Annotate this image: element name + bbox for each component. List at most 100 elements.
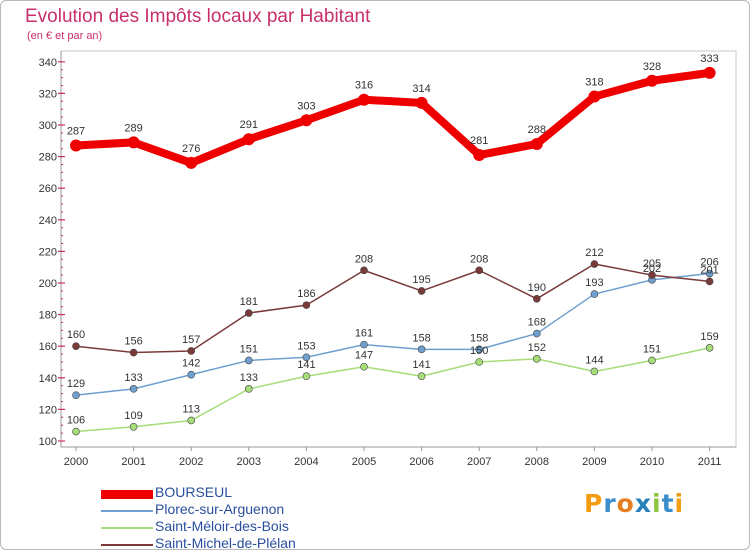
legend-swatch-plorec xyxy=(101,510,153,512)
value-labels: 287 289 276 291 303 316 314 281 288 318 328 333 129 1… xyxy=(67,53,719,427)
data-point-bourseul xyxy=(300,114,313,127)
data-point-plorec xyxy=(475,345,484,354)
y-tick-label: 320 xyxy=(39,88,57,100)
y-tick-label: 180 xyxy=(39,310,57,322)
data-point-saint-meloir xyxy=(417,372,426,381)
data-point-saint-michel xyxy=(245,309,253,317)
logo-letter: t xyxy=(661,489,675,518)
data-point-saint-meloir xyxy=(360,362,368,371)
chart-subtitle: (en € et par an) xyxy=(27,30,103,42)
data-point-plorec xyxy=(72,391,80,399)
series-points xyxy=(70,66,716,436)
logo-letter: P xyxy=(584,489,604,518)
value-label-saint-michel: 212 xyxy=(585,247,603,259)
legend-swatch-saint-michel xyxy=(101,544,153,546)
x-tick-label: 2006 xyxy=(409,456,433,468)
value-label-saint-meloir: 141 xyxy=(297,359,315,371)
value-label-saint-michel: 190 xyxy=(528,282,546,294)
logo-letter: i xyxy=(674,489,685,518)
value-label-saint-michel: 157 xyxy=(182,334,200,346)
data-point-plorec xyxy=(129,385,138,393)
x-tick-label: 2007 xyxy=(467,456,491,468)
logo-letter: i xyxy=(652,489,662,518)
data-point-saint-michel xyxy=(360,266,368,275)
value-label-bourseul: 303 xyxy=(297,100,315,112)
data-point-plorec xyxy=(302,353,311,362)
value-label-bourseul: 328 xyxy=(643,61,661,73)
data-point-saint-meloir xyxy=(532,355,541,363)
value-label-bourseul: 316 xyxy=(355,80,373,92)
value-label-bourseul: 287 xyxy=(67,126,85,138)
value-label-saint-meloir: 144 xyxy=(585,354,603,366)
value-label-saint-michel: 208 xyxy=(470,253,488,265)
data-point-plorec xyxy=(532,329,541,338)
data-point-saint-meloir xyxy=(129,422,138,431)
data-point-saint-meloir xyxy=(187,416,195,425)
x-tick-label: 2001 xyxy=(121,456,145,468)
y-tick-label: 140 xyxy=(39,373,57,385)
chart-axes: 100 120 140 160 180 200 220 240 260 280 300 320 340 2… xyxy=(39,50,737,468)
value-label-plorec: 161 xyxy=(355,328,373,340)
value-label-saint-meloir: 159 xyxy=(700,331,718,343)
data-point-bourseul xyxy=(415,96,428,109)
value-label-saint-meloir: 113 xyxy=(182,403,200,415)
data-point-saint-michel xyxy=(532,294,541,303)
data-point-bourseul xyxy=(588,90,601,103)
x-tick-label: 2008 xyxy=(525,456,549,468)
value-label-saint-meloir: 109 xyxy=(124,410,142,422)
series-line-saint-meloir xyxy=(75,347,711,433)
value-label-bourseul: 289 xyxy=(124,122,142,134)
value-label-saint-michel: 156 xyxy=(124,336,142,348)
data-point-saint-meloir xyxy=(302,372,311,381)
data-point-bourseul xyxy=(358,93,370,106)
y-tick-label: 240 xyxy=(39,215,57,227)
value-label-plorec: 158 xyxy=(470,332,488,344)
value-label-saint-meloir: 152 xyxy=(528,342,546,354)
value-label-saint-michel: 205 xyxy=(643,258,661,270)
chart-title: Evolution des Impôts locaux par Habitant xyxy=(25,6,371,27)
legend-item-plorec: Plorec-sur-Arguenon xyxy=(101,501,401,519)
value-label-saint-michel: 195 xyxy=(412,274,430,286)
legend-label-bourseul: BOURSEUL xyxy=(155,484,233,500)
x-tick-label: 2010 xyxy=(640,456,664,468)
data-point-plorec xyxy=(705,269,714,278)
data-point-saint-michel xyxy=(475,266,484,275)
x-tick-label: 2009 xyxy=(582,456,606,468)
legend-swatch-saint-meloir xyxy=(101,527,153,529)
value-label-bourseul: 276 xyxy=(182,143,200,155)
x-tick-label: 2003 xyxy=(237,456,261,468)
data-point-bourseul xyxy=(646,74,658,87)
x-tick-label: 2000 xyxy=(64,456,88,468)
legend-item-bourseul: BOURSEUL xyxy=(101,484,401,502)
data-point-saint-meloir xyxy=(705,343,714,352)
value-label-plorec: 193 xyxy=(585,277,603,289)
logo-letter: o xyxy=(616,489,635,518)
data-point-plorec xyxy=(187,370,195,379)
value-label-saint-michel: 186 xyxy=(297,288,315,300)
value-label-bourseul: 314 xyxy=(412,83,430,95)
x-tick-label: 2011 xyxy=(698,456,722,468)
data-point-saint-meloir xyxy=(475,358,484,366)
value-label-saint-michel: 181 xyxy=(240,296,258,308)
x-tick-label: 2005 xyxy=(352,456,376,468)
value-label-saint-meloir: 147 xyxy=(355,350,373,362)
legend-swatch-bourseul xyxy=(101,489,153,499)
y-tick-label: 120 xyxy=(39,404,57,416)
series-lines xyxy=(72,68,714,433)
y-tick-label: 200 xyxy=(39,278,57,290)
data-point-saint-meloir xyxy=(72,427,80,436)
data-point-plorec xyxy=(417,345,426,354)
y-tick-label: 160 xyxy=(39,341,57,353)
value-label-saint-meloir: 133 xyxy=(240,372,258,384)
data-point-plorec xyxy=(360,340,368,349)
value-label-plorec: 168 xyxy=(528,317,546,329)
chart-legend: BOURSEUL Plorec-sur-Arguenon Saint-Méloi… xyxy=(101,484,401,549)
value-label-plorec: 142 xyxy=(182,358,200,370)
data-point-plorec xyxy=(590,290,599,298)
data-point-saint-michel xyxy=(590,260,599,268)
data-point-saint-meloir xyxy=(590,367,599,376)
y-tick-label: 340 xyxy=(39,57,57,69)
legend-item-saint-michel: Saint-Michel-de-Plélan xyxy=(101,535,401,549)
plot-area-border xyxy=(60,50,737,448)
